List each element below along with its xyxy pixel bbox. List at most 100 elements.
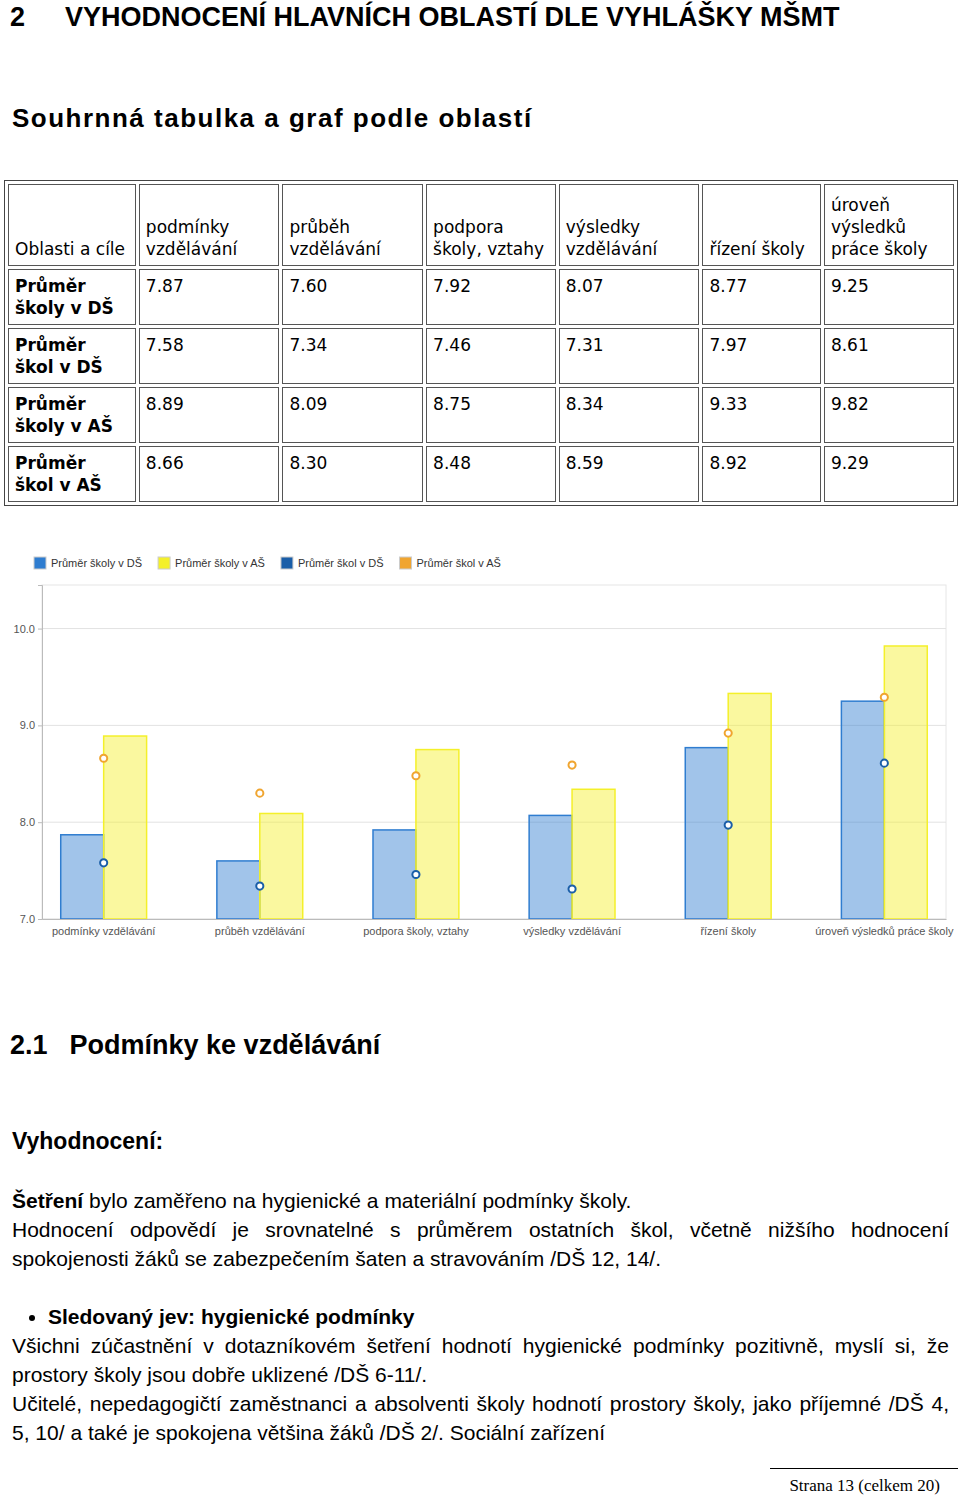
y-tick-label: 9.0 <box>20 719 35 731</box>
x-tick: výsledky vzdělávání <box>523 925 621 937</box>
plot: 7.0 8.0 9.0 10.0 podmínky vzdělávání průběh v… <box>14 585 954 937</box>
bar <box>529 815 572 919</box>
section-number: 2.1 <box>10 1030 48 1060</box>
y-tick: 10.0 <box>14 623 42 635</box>
x-tick-label: úroveň výsledků práce školy <box>815 925 954 937</box>
bar <box>884 646 927 919</box>
paragraph-text: bylo zaměřeno na hygienické a materiální… <box>83 1189 631 1212</box>
point <box>568 885 575 892</box>
legend-item: Průměr škol v AŠ <box>400 557 501 569</box>
point <box>256 790 263 797</box>
plot-frame <box>42 585 946 919</box>
x-tick-label: podpora školy, vztahy <box>363 925 469 937</box>
bar <box>104 736 147 919</box>
heading-number: 2 <box>10 2 25 32</box>
paragraph: Šetření bylo zaměřeno na hygienické a ma… <box>12 1186 949 1215</box>
table-row: Průměr školy v AŠ8.898.098.758.349.339.8… <box>8 387 954 443</box>
y-tick-mark <box>38 725 42 726</box>
table-cell: 9.29 <box>824 446 954 502</box>
y-tick: 8.0 <box>20 816 42 828</box>
y-tick: 7.0 <box>20 913 42 925</box>
bar <box>217 861 260 919</box>
point <box>725 730 732 737</box>
point <box>568 762 575 769</box>
paragraph-text: Všichni zúčastnění v dotazníkovém šetřen… <box>12 1334 949 1386</box>
paragraph-text: Hodnocení odpovědí je srovnatelné s prům… <box>12 1218 949 1270</box>
bar <box>572 789 615 919</box>
table-cell: 9.82 <box>824 387 954 443</box>
grid <box>42 629 946 919</box>
x-tick-label: řízení školy <box>700 925 756 937</box>
table-header-cell: průběh vzdělávání <box>282 184 423 266</box>
table-cell: 7.31 <box>559 328 700 384</box>
legend-label: Průměr škol v AŠ <box>417 557 501 569</box>
table-cell: 8.30 <box>282 446 423 502</box>
table-cell: 8.61 <box>824 328 954 384</box>
table-header-cell: řízení školy <box>702 184 820 266</box>
table-cell: 8.89 <box>139 387 280 443</box>
table-header-cell: podmínky vzdělávání <box>139 184 280 266</box>
point <box>412 871 419 878</box>
table-cell: 7.60 <box>282 269 423 325</box>
bar <box>373 830 416 919</box>
point <box>881 760 888 767</box>
point <box>725 822 732 829</box>
subheading: Souhrnná tabulka a graf podle oblastí <box>12 103 533 134</box>
table-cell: 8.34 <box>559 387 700 443</box>
legend-label: Průměr škol v DŠ <box>298 557 384 569</box>
legend-label: Průměr školy v AŠ <box>175 557 265 569</box>
y-tick-label: 10.0 <box>14 623 35 635</box>
x-tick-label: výsledky vzdělávání <box>523 925 621 937</box>
table-cell: 8.92 <box>702 446 820 502</box>
x-tick: podpora školy, vztahy <box>363 925 469 937</box>
y-tick-label: 7.0 <box>20 913 35 925</box>
table-cell: 9.33 <box>702 387 820 443</box>
footer-rule <box>770 1468 958 1469</box>
table-cell: 8.48 <box>426 446 556 502</box>
table-row-header: Průměr škol v AŠ <box>8 446 136 502</box>
legend-swatch <box>158 557 170 569</box>
y-tick-mark <box>38 919 42 920</box>
legend-swatch <box>400 557 412 569</box>
point <box>100 755 107 762</box>
table-header-row: Oblasti a cílepodmínky vzděláváníprůběh … <box>8 184 954 266</box>
table-row: Průměr školy v DŠ7.877.607.928.078.779.2… <box>8 269 954 325</box>
grid-line <box>42 725 946 726</box>
table-row: Průměr škol v AŠ8.668.308.488.598.929.29 <box>8 446 954 502</box>
section-label: Vyhodnocení: <box>12 1128 163 1155</box>
paragraph: Učitelé, nepedagogičtí zaměstnanci a abs… <box>12 1389 949 1447</box>
x-tick-label: podmínky vzdělávání <box>52 925 155 937</box>
table-header-cell: Oblasti a cíle <box>8 184 136 266</box>
x-axis-line <box>43 919 947 920</box>
legend-swatch <box>34 557 46 569</box>
table-header-cell: podpora školy, vztahy <box>426 184 556 266</box>
paragraph-text: Učitelé, nepedagogičtí zaměstnanci a abs… <box>12 1392 949 1444</box>
x-tick: podmínky vzdělávání <box>52 925 155 937</box>
point <box>412 772 419 779</box>
grid-line <box>42 919 946 920</box>
section-title: Podmínky ke vzdělávání <box>70 1030 381 1060</box>
point-series <box>100 760 888 893</box>
paragraph: Hodnocení odpovědí je srovnatelné s prům… <box>12 1215 949 1273</box>
table-cell: 7.87 <box>139 269 280 325</box>
y-axis-line <box>38 586 43 920</box>
point <box>100 859 107 866</box>
table-cell: 8.07 <box>559 269 700 325</box>
legend-swatch <box>281 557 293 569</box>
table-row-header: Průměr škol v DŠ <box>8 328 136 384</box>
chart: 7.0 8.0 9.0 10.0 podmínky vzdělávání průběh v… <box>0 548 960 958</box>
table-header-cell: úroveň výsledků práce školy <box>824 184 954 266</box>
grid-line <box>42 628 946 629</box>
legend-item: Průměr školy v AŠ <box>158 557 265 569</box>
bar-series <box>104 646 928 919</box>
x-tick: úroveň výsledků práce školy <box>815 925 954 937</box>
y-tick: 9.0 <box>20 719 42 731</box>
point <box>881 694 888 701</box>
bar <box>685 748 728 919</box>
point-series <box>100 694 888 797</box>
y-tick-mark <box>38 629 42 630</box>
heading: 2VYHODNOCENÍ HLAVNÍCH OBLASTÍ DLE VYHLÁŠ… <box>10 2 840 33</box>
y-tick-mark <box>38 822 42 823</box>
x-tick-label: průběh vzdělávání <box>215 925 305 937</box>
x-tick: řízení školy <box>700 925 756 937</box>
